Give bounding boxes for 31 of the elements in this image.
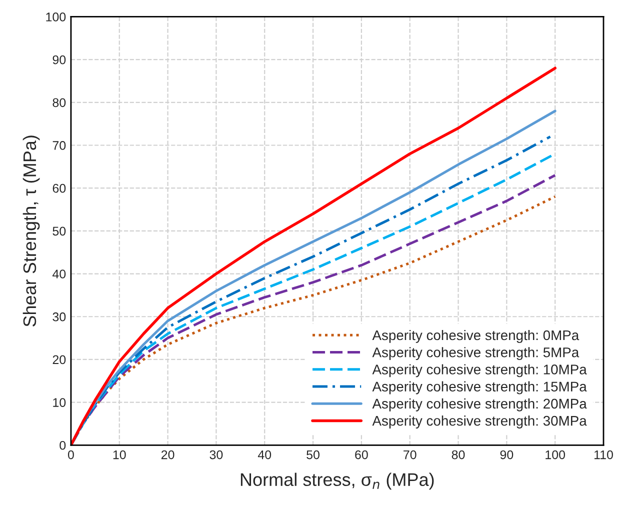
y-tick-label: 20 — [52, 355, 66, 364]
y-tick-label: 90 — [52, 55, 66, 64]
x-tick-label: 0 — [68, 450, 74, 460]
legend-label: Asperity cohesive strength: 5MPa — [372, 347, 580, 360]
y-tick-label: 70 — [52, 141, 66, 150]
legend-label: Asperity cohesive strength: 30MPa — [372, 416, 587, 428]
x-tick-label: 80 — [452, 450, 465, 460]
y-tick-label: 50 — [52, 226, 66, 236]
x-tick-label: 70 — [404, 450, 416, 460]
legend-label: Asperity cohesive strength: 0MPa — [372, 330, 580, 343]
y-tick-label: 0 — [60, 440, 66, 450]
x-tick-label: 40 — [258, 450, 272, 460]
x-tick-label: 60 — [355, 450, 368, 460]
x-axis-title: Normal stress, σ$_{n}$ (MPa) — [240, 472, 434, 490]
y-tick-label: 30 — [52, 312, 66, 322]
y-tick-label: 10 — [53, 398, 66, 407]
x-tick-label: 90 — [500, 450, 514, 460]
x-tick-label: 100 — [546, 450, 566, 460]
x-tick-label: 30 — [210, 450, 223, 460]
legend-label: Asperity cohesive strength: 15MPa — [372, 381, 587, 394]
y-tick-label: 60 — [52, 184, 66, 193]
x-tick-label: 20 — [161, 450, 174, 460]
legend-label: Asperity cohesive strength: 20MPa — [372, 398, 587, 412]
y-axis-title: Shear Strength, τ (MPa) — [22, 136, 40, 327]
x-tick-label: 10 — [113, 450, 126, 460]
legend-label: Asperity cohesive strength: 10MPa — [372, 364, 587, 378]
y-tick-label: 40 — [52, 270, 66, 278]
y-tick-label: 100 — [46, 12, 66, 22]
y-tick-label: 80 — [52, 98, 66, 108]
x-tick-label: 110 — [594, 450, 613, 460]
x-tick-label: 50 — [306, 450, 320, 460]
